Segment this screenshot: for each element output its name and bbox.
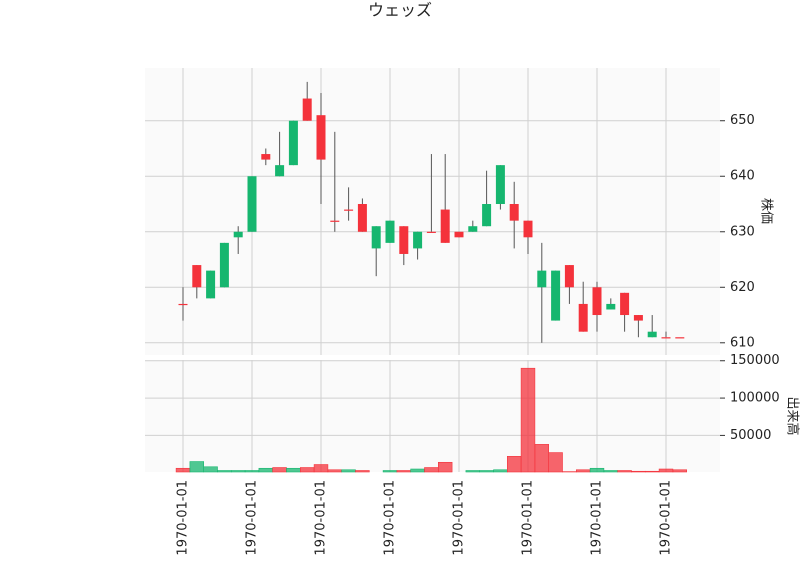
volume-tick-label: 100000	[730, 391, 780, 406]
y-tick-label: 620	[730, 280, 755, 295]
candle-body	[289, 121, 298, 165]
candle-body	[455, 232, 464, 238]
volume-bar	[480, 471, 494, 472]
y-axis-label: 株価	[759, 198, 774, 224]
volume-bar	[245, 471, 259, 472]
volume-bar	[231, 471, 245, 472]
candle-body	[248, 176, 257, 232]
candle-body	[551, 271, 560, 321]
volume-bar	[397, 471, 411, 472]
candle-body	[192, 265, 201, 287]
x-tick-label: 1970-01-01	[659, 480, 674, 556]
candle-body	[482, 204, 491, 226]
y-tick-label: 650	[730, 113, 755, 128]
candle-body	[510, 204, 519, 221]
x-tick-label: 1970-01-01	[314, 480, 329, 556]
volume-bar	[632, 471, 646, 472]
candle-body	[261, 154, 270, 160]
volume-bar	[300, 468, 314, 472]
volume-bar	[176, 468, 190, 472]
y-tick-label: 610	[730, 335, 755, 350]
candle-body	[579, 304, 588, 332]
candle-body	[275, 165, 284, 176]
x-tick-label: 1970-01-01	[383, 480, 398, 556]
volume-bar	[356, 471, 370, 472]
x-tick-label: 1970-01-01	[176, 480, 191, 556]
volume-bar	[273, 468, 287, 472]
volume-bar	[604, 471, 618, 472]
candle-body	[675, 337, 684, 338]
candle-body	[220, 243, 229, 287]
volume-bar	[190, 462, 204, 472]
candle-body	[606, 304, 615, 310]
candle-body	[537, 271, 546, 288]
candle-body	[386, 221, 395, 243]
candle-body	[317, 115, 326, 159]
volume-bar	[259, 468, 273, 472]
volume-bar	[645, 471, 659, 472]
volume-bar	[659, 469, 673, 472]
volume-bar	[494, 470, 508, 472]
volume-bar	[618, 471, 632, 472]
candle-body	[330, 221, 339, 222]
candle-body	[234, 232, 243, 238]
candle-body	[496, 165, 505, 204]
volume-bar	[576, 470, 590, 472]
chart-title: ウェッズ	[368, 1, 432, 20]
candle-body	[206, 271, 215, 299]
volume-bar	[411, 469, 425, 472]
y-tick-label: 630	[730, 224, 755, 239]
candle-body	[634, 315, 643, 321]
candle-body	[179, 304, 188, 305]
candle-body	[372, 226, 381, 248]
x-tick-label: 1970-01-01	[452, 480, 467, 556]
candle-body	[468, 226, 477, 232]
candle-body	[524, 221, 533, 238]
volume-bar	[507, 456, 521, 472]
volume-bar	[438, 462, 452, 472]
volume-bar	[549, 453, 563, 472]
candle-body	[413, 232, 422, 249]
volume-bar	[287, 468, 301, 472]
y-tick-label: 640	[730, 169, 755, 184]
volume-bar	[590, 468, 604, 472]
volume-bar	[204, 467, 218, 472]
candle-body	[358, 204, 367, 232]
candle-body	[620, 293, 629, 315]
volume-bar	[218, 471, 232, 472]
volume-bar	[383, 471, 397, 472]
candle-body	[427, 232, 436, 233]
volume-axis-label: 出来高	[785, 396, 800, 435]
candle-body	[441, 210, 450, 243]
x-tick-label: 1970-01-01	[521, 480, 536, 556]
volume-tick-label: 50000	[730, 428, 771, 443]
volume-bar	[673, 470, 687, 472]
volume-tick-label: 150000	[730, 353, 780, 368]
volume-bar	[314, 465, 328, 472]
price-panel	[145, 68, 720, 355]
candle-body	[648, 332, 657, 338]
volume-bar	[466, 471, 480, 472]
volume-bar	[328, 470, 342, 472]
candle-body	[303, 99, 312, 121]
volume-panel	[145, 360, 720, 472]
x-tick-label: 1970-01-01	[590, 480, 605, 556]
candle-body	[662, 337, 671, 338]
candle-body	[344, 210, 353, 211]
volume-bar	[535, 444, 549, 472]
volume-bar	[425, 468, 439, 472]
candle-body	[399, 226, 408, 254]
volume-bar	[521, 368, 535, 472]
volume-bar	[342, 470, 356, 472]
candle-body	[565, 265, 574, 287]
candle-body	[593, 287, 602, 315]
x-tick-label: 1970-01-01	[245, 480, 260, 556]
